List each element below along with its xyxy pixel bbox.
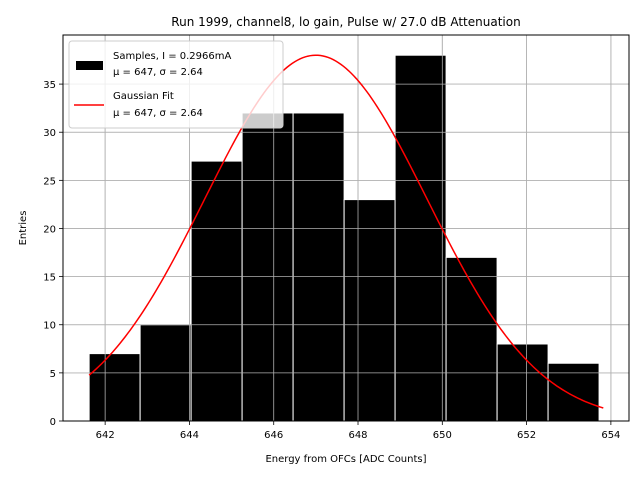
y-tick-label: 30 xyxy=(43,128,56,139)
grid-overlay xyxy=(63,35,629,422)
bars xyxy=(63,35,629,422)
legend: Samples, I = 0.2966mA μ = 647, σ = 2.64 … xyxy=(68,40,284,129)
x-tick-label: 648 xyxy=(348,430,367,441)
x-axis-label: Energy from OFCs [ADC Counts] xyxy=(265,454,426,465)
x-tick-label: 650 xyxy=(433,430,452,441)
histogram-bar xyxy=(394,54,447,422)
chart-title: Run 1999, channel8, lo gain, Pulse w/ 27… xyxy=(171,15,520,29)
histogram-bar xyxy=(190,160,243,422)
y-tick-label: 10 xyxy=(43,321,56,332)
y-tick-label: 20 xyxy=(43,224,56,235)
legend-fit-label: Gaussian Fit xyxy=(113,91,174,102)
y-ticks: 0 5 10 15 20 25 30 35 xyxy=(43,80,63,428)
legend-box xyxy=(68,40,284,129)
y-tick-label: 35 xyxy=(43,80,56,91)
x-tick-label: 642 xyxy=(96,430,115,441)
y-tick-label: 5 xyxy=(50,369,56,380)
histogram-bar xyxy=(547,362,600,422)
histogram-bar xyxy=(343,199,396,422)
legend-samples-label: Samples, I = 0.2966mA xyxy=(113,51,231,62)
axes xyxy=(62,34,630,422)
gaussian-fit xyxy=(88,54,604,409)
y-tick-label: 15 xyxy=(43,273,56,284)
y-tick-label: 0 xyxy=(50,417,56,428)
fit-curve xyxy=(88,54,604,409)
histogram-bar xyxy=(292,112,345,422)
axes-frame xyxy=(62,34,630,422)
legend-fit-stats: μ = 647, σ = 2.64 xyxy=(113,108,203,119)
x-ticks: 642 644 646 648 650 652 654 xyxy=(96,421,620,441)
y-tick-label: 25 xyxy=(43,176,56,187)
histogram-bar xyxy=(445,256,498,422)
x-tick-label: 652 xyxy=(517,430,536,441)
legend-samples-stats: μ = 647, σ = 2.64 xyxy=(113,67,203,78)
histogram-bar xyxy=(88,353,141,422)
x-tick-label: 644 xyxy=(180,430,199,441)
y-axis-label: Entries xyxy=(18,211,29,246)
legend-samples-swatch xyxy=(76,61,103,70)
x-tick-label: 646 xyxy=(264,430,283,441)
histogram-bar xyxy=(241,112,294,422)
x-tick-label: 654 xyxy=(601,430,620,441)
